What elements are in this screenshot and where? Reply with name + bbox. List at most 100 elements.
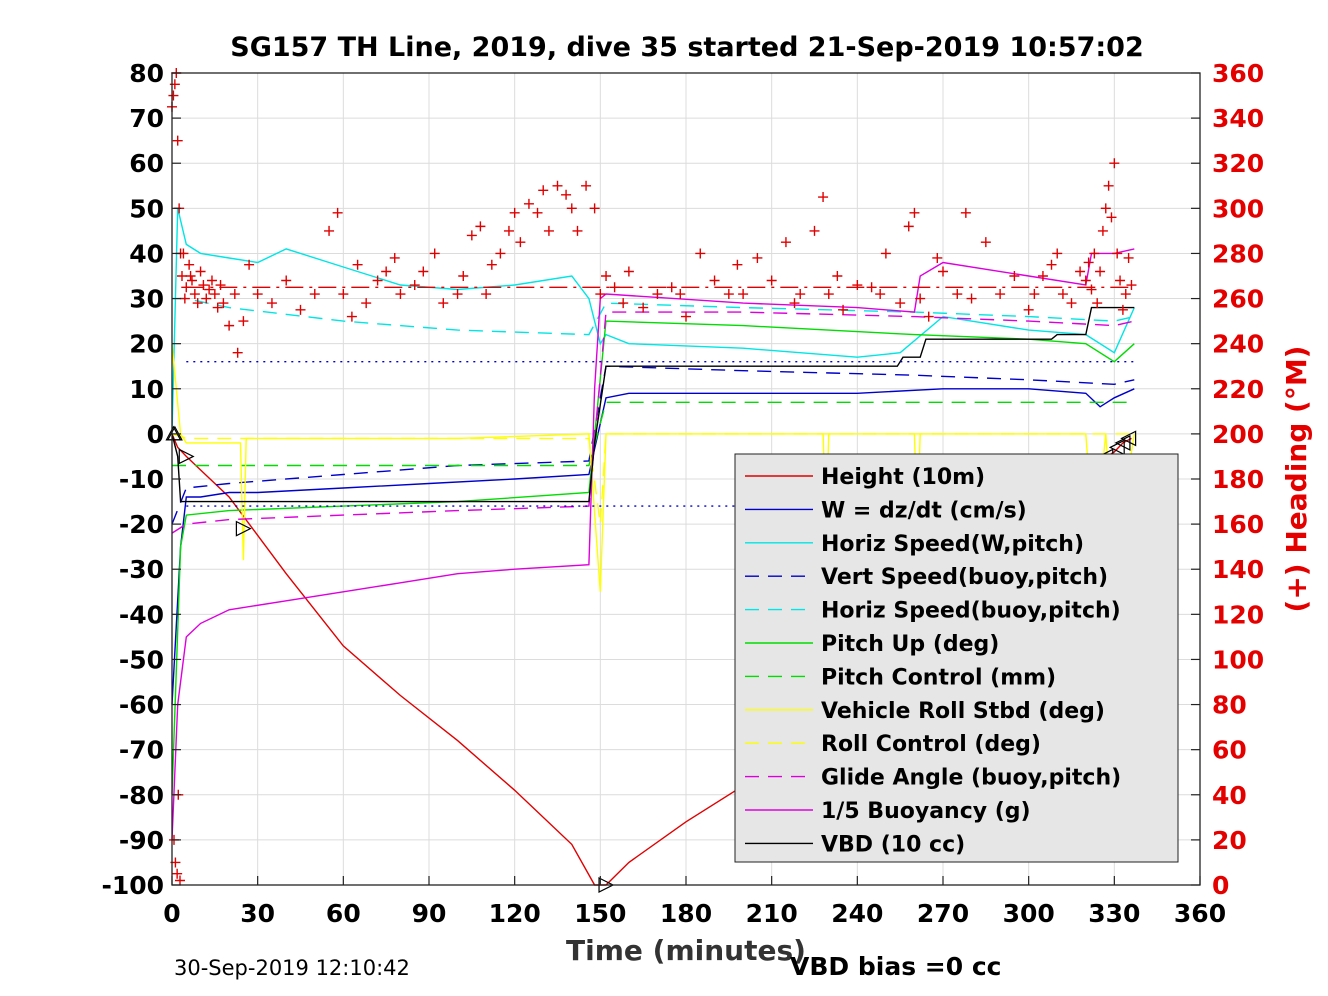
heading-point — [752, 252, 763, 263]
heading-point — [1109, 158, 1120, 169]
tick-label-right: 320 — [1212, 149, 1264, 178]
heading-point — [1086, 284, 1097, 295]
footer-vbd-bias: VBD bias =0 cc — [790, 952, 1001, 981]
heading-point — [324, 225, 335, 236]
heading-point — [509, 207, 520, 218]
heading-point — [381, 266, 392, 277]
heading-point — [543, 225, 554, 236]
heading-point — [458, 271, 469, 281]
heading-point — [266, 298, 277, 309]
heading-point — [1097, 225, 1108, 236]
heading-point — [875, 289, 886, 300]
tick-label-x: 360 — [1174, 899, 1226, 928]
heading-point — [1009, 271, 1020, 281]
ascent-triangle-marker — [1120, 430, 1137, 447]
heading-point — [372, 275, 383, 286]
tick-label-left: -10 — [119, 465, 164, 494]
heading-point — [389, 252, 400, 263]
heading-point — [1092, 298, 1103, 309]
heading-point — [895, 298, 906, 309]
tick-label-right: 200 — [1212, 420, 1264, 449]
tick-label-left: -50 — [119, 645, 164, 674]
heading-point — [486, 259, 497, 270]
heading-point — [172, 868, 183, 879]
heading-point — [1126, 280, 1137, 291]
heading-point — [938, 266, 948, 277]
series-line-10 — [171, 248, 1135, 840]
tick-label-left: 30 — [129, 285, 164, 314]
heading-point — [538, 185, 549, 196]
heading-point — [179, 293, 190, 304]
heading-point — [572, 225, 583, 236]
legend-label: W = dz/dt (cm/s) — [821, 498, 1027, 523]
heading-point — [595, 289, 606, 300]
down-triangle-marker — [235, 520, 252, 537]
heading-point — [695, 248, 706, 259]
footer-timestamp: 30-Sep-2019 12:10:42 — [174, 956, 410, 980]
heading-point — [932, 252, 943, 263]
heading-point — [244, 259, 255, 270]
heading-point — [1037, 271, 1048, 281]
heading-point — [438, 298, 449, 309]
legend-label: Horiz Speed(buoy,pitch) — [821, 599, 1121, 624]
heading-point — [395, 289, 406, 300]
heading-point — [1120, 289, 1131, 300]
tick-label-right: 100 — [1212, 645, 1264, 674]
heading-point — [1123, 252, 1134, 263]
heading-point — [681, 311, 691, 322]
heading-point — [1066, 298, 1077, 309]
tick-label-left: 40 — [129, 239, 164, 268]
heading-point — [995, 289, 1006, 300]
tick-label-x: 90 — [412, 899, 447, 928]
tick-label-right: 300 — [1212, 194, 1264, 223]
tick-label-right: 220 — [1212, 375, 1264, 404]
x-axis: 0 30 60 90 120 150 180 210 240 270 300 330 360 — [163, 876, 1226, 928]
heading-point — [1106, 212, 1117, 223]
tick-label-right: 240 — [1212, 330, 1264, 359]
heading-point — [192, 298, 203, 309]
heading-point — [966, 293, 977, 304]
x-axis-label: Time (minutes) — [566, 934, 806, 967]
tick-label-right: 160 — [1212, 510, 1264, 539]
heading-point — [652, 289, 663, 300]
legend-label: Vert Speed(buoy,pitch) — [821, 565, 1108, 590]
heading-point — [675, 289, 686, 300]
heading-point — [880, 248, 891, 259]
heading-point — [168, 90, 179, 101]
tick-label-left: 60 — [129, 149, 164, 178]
series-line-6 — [172, 401, 1135, 467]
heading-point — [1117, 304, 1128, 315]
heading-point — [184, 259, 195, 270]
tick-label-left: -70 — [119, 736, 164, 765]
tick-label-x: 30 — [240, 899, 275, 928]
heading-point — [618, 298, 629, 309]
tick-label-right: 20 — [1212, 826, 1247, 855]
heading-point — [515, 237, 526, 248]
tick-label-left: -30 — [119, 555, 164, 584]
heading-point — [238, 316, 249, 327]
series-line-9 — [171, 311, 1135, 534]
heading-point — [952, 289, 963, 300]
tick-label-x: 180 — [660, 899, 712, 928]
heading-point — [638, 302, 649, 313]
heading-point — [601, 271, 612, 281]
tick-label-right: 40 — [1212, 781, 1247, 810]
chart-title: SG157 TH Line, 2019, dive 35 started 21-… — [230, 32, 1144, 63]
heading-point — [960, 207, 971, 218]
heading-point — [212, 302, 223, 313]
heading-point — [909, 207, 920, 218]
heading-point — [1100, 203, 1111, 214]
heading-point — [1115, 275, 1126, 286]
tick-label-left: 80 — [129, 59, 164, 88]
heading-point — [252, 289, 263, 300]
tick-label-right: 120 — [1212, 600, 1264, 629]
heading-point — [495, 248, 506, 259]
tick-label-x: 120 — [489, 899, 541, 928]
heading-point — [532, 207, 543, 218]
heading-point — [1057, 289, 1068, 300]
heading-point — [823, 289, 834, 300]
heading-point — [181, 282, 192, 293]
heading-point — [361, 298, 372, 309]
legend-label: Height (10m) — [821, 465, 985, 490]
series-line-4 — [172, 297, 1135, 336]
